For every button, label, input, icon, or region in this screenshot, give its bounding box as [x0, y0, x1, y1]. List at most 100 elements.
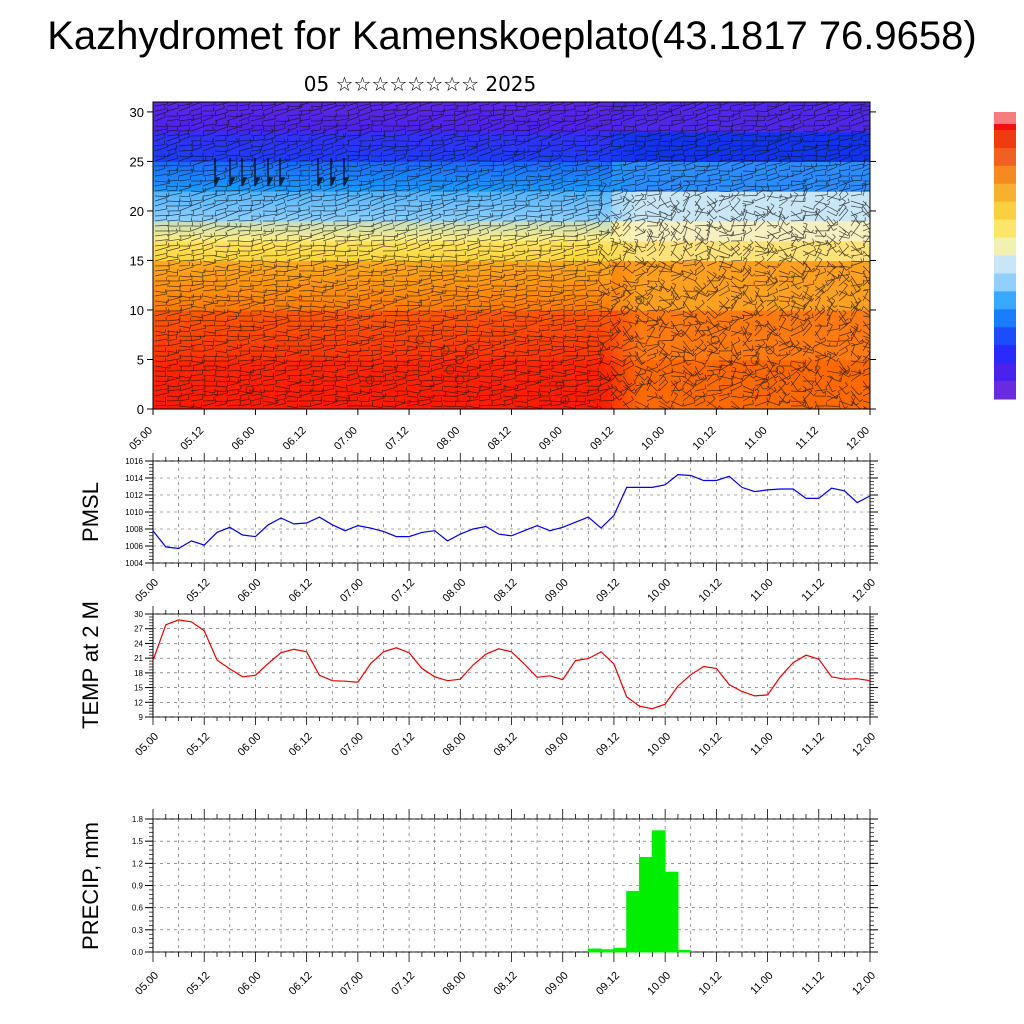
wind-barbs — [154, 102, 870, 409]
x-tick-label: 07.12 — [389, 731, 417, 759]
x-tick-label: 11.12 — [800, 577, 827, 604]
x-tick-label: 07.12 — [389, 970, 417, 998]
y-tick-label: 30 — [134, 610, 143, 619]
colorbar-swatch — [994, 345, 1016, 364]
colorbar-swatch — [994, 273, 1016, 292]
x-tick-label: 05.12 — [184, 731, 212, 759]
x-tick-label: 11.00 — [748, 731, 775, 758]
precip-panel: 0.0 0.3 0.6 0.9 1.2 1.5 1.8 05.00 05.12 06.00 06.1… — [78, 809, 878, 998]
x-tick-label: 08.00 — [440, 970, 468, 998]
precip-bar — [664, 871, 679, 953]
calm-circle — [560, 395, 570, 405]
y-tick-label: 1.5 — [132, 837, 144, 846]
x-tick-label: 08.00 — [440, 731, 468, 759]
x-tick-label: 12.00 — [844, 425, 872, 453]
colorbar — [994, 112, 1016, 400]
precip-bar — [651, 830, 666, 953]
calm-circle — [440, 345, 450, 355]
y-tick-label: 0.6 — [132, 904, 144, 913]
x-tick-label: 05.12 — [178, 425, 206, 453]
x-tick-label: 11.00 — [748, 970, 775, 997]
wind-flag — [214, 158, 221, 187]
colorbar-swatch — [994, 201, 1016, 221]
x-tick-label: 10.00 — [645, 731, 673, 759]
x-tick-label: 05.00 — [133, 577, 161, 605]
x-tick-label: 06.00 — [230, 425, 258, 453]
x-tick-label: 08.12 — [492, 970, 520, 998]
x-tick-label: 10.12 — [697, 970, 725, 998]
wind-flag — [241, 158, 248, 187]
calm-circle — [760, 380, 770, 390]
x-tick-label: 05.00 — [133, 970, 161, 998]
wind-flag — [279, 158, 286, 187]
x-tick-label: 06.12 — [287, 970, 315, 998]
x-tick-label: 11.12 — [794, 425, 821, 452]
y-tick-label: 0.0 — [132, 948, 144, 957]
x-tick-label: 06.00 — [236, 731, 264, 759]
y-tick-label: 1012 — [125, 491, 143, 500]
y-tick-label: 30 — [130, 105, 144, 120]
calm-circle — [765, 345, 775, 355]
x-tick-label: 11.12 — [800, 970, 827, 997]
x-tick-label: 09.00 — [543, 731, 571, 759]
x-tick-label: 08.12 — [492, 731, 520, 759]
calm-circle — [365, 375, 375, 385]
temp-panel: 9 12 15 18 21 24 27 30 05.00 05.12 06.00 06.12 07.00… — [78, 601, 878, 759]
x-tick-label: 09.12 — [594, 731, 622, 759]
x-tick-label: 05.12 — [184, 970, 212, 998]
x-tick-label: 05.00 — [127, 425, 155, 453]
wind-flag — [229, 158, 236, 187]
x-tick-label: 10.00 — [645, 577, 673, 605]
calm-circle — [710, 335, 720, 345]
y-tick-label: 1014 — [125, 474, 143, 483]
grid — [153, 818, 870, 953]
colorbar-swatch — [994, 381, 1016, 400]
x-tick-label: 07.00 — [332, 425, 360, 453]
y-tick-label: 1008 — [125, 525, 143, 534]
x-tick-label: 08.00 — [434, 425, 462, 453]
colorbar-swatch — [994, 327, 1016, 346]
x-tick-label: 10.12 — [691, 425, 719, 453]
colorbar-cap — [994, 112, 1016, 124]
x-tick-label: 05.00 — [133, 731, 161, 759]
y-tick-label: 27 — [134, 625, 143, 634]
colorbar-swatch — [994, 309, 1016, 328]
x-tick-label: 06.12 — [287, 577, 315, 605]
y-tick-label: 1004 — [125, 559, 143, 568]
calm-circle — [455, 375, 465, 385]
calm-circle — [445, 365, 455, 375]
x-tick-label: 11.00 — [748, 577, 775, 604]
x-tick-label: 09.00 — [543, 577, 571, 605]
y-axis-label: PRECIP, mm — [78, 822, 103, 950]
x-tick-label: 06.00 — [236, 970, 264, 998]
y-tick-label: 10 — [130, 303, 144, 318]
pmsl-line — [152, 473, 871, 550]
colorbar-swatch — [994, 291, 1016, 310]
x-tick-label: 07.00 — [338, 577, 366, 605]
colorbar-swatch — [994, 363, 1016, 382]
y-tick-label: 18 — [134, 669, 143, 678]
x-tick-label: 09.12 — [594, 577, 622, 605]
y-tick-label: 5 — [137, 352, 144, 367]
x-tick-label: 06.00 — [236, 577, 264, 605]
colorbar-swatch — [994, 255, 1016, 274]
x-tick-label: 08.12 — [492, 577, 520, 605]
precip-bar — [626, 890, 641, 953]
x-tick-label: 11.00 — [742, 425, 769, 452]
y-tick-label: 21 — [134, 654, 143, 663]
calm-circle — [750, 355, 760, 365]
vertical-profile-heatmap: 0 5 10 15 20 25 30 05.00 05.12 06.00 06.12 07.00 07.… — [127, 101, 876, 453]
pmsl-panel: 1004 1006 1008 1010 1012 1014 1016 05.00 05.12 06… — [78, 453, 878, 605]
y-tick-label: 12 — [134, 698, 143, 707]
x-tick-label: 09.12 — [594, 970, 622, 998]
y-tick-label: 9 — [139, 713, 144, 722]
grid — [153, 613, 870, 718]
y-tick-label: 25 — [130, 154, 144, 169]
precip-bar — [600, 949, 615, 953]
y-tick-label: 20 — [130, 204, 144, 219]
wind-flag — [317, 158, 324, 187]
calm-circle — [555, 380, 565, 390]
x-tick-label: 11.12 — [800, 731, 827, 758]
x-tick-label: 08.12 — [486, 425, 514, 453]
